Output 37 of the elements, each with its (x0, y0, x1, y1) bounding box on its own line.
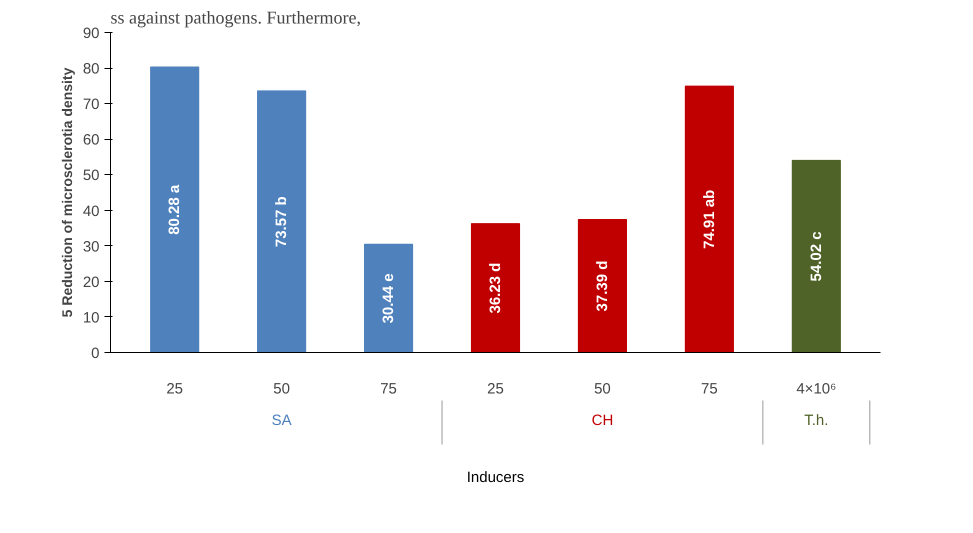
x-tick-label: 50 (594, 380, 611, 398)
bar (257, 90, 306, 352)
y-tick-label: 50 (82, 167, 100, 184)
data-label: 80.28 a (166, 184, 184, 235)
x-tick-label: 75 (701, 380, 718, 398)
bar (578, 219, 628, 352)
bar (364, 244, 414, 352)
text: SA (272, 412, 292, 429)
x-tick-label: 4×10⁶ (796, 380, 836, 398)
x-axis-title: Inducers (466, 469, 524, 486)
data-label: 37.39 d (594, 260, 611, 312)
bar (470, 223, 520, 352)
y-tick-label: 10 (82, 309, 100, 326)
x-tick-label: 25 (487, 380, 504, 398)
y-axis-title: 5 Reduction of microsclerotia density (58, 67, 75, 318)
data-label: 36.23 d (487, 262, 504, 314)
data-label: 30.44 e (380, 273, 398, 324)
x-tick-label: 25 (166, 380, 184, 398)
y-tick-label: 20 (82, 274, 100, 291)
y-tick-label: 0 (91, 345, 100, 362)
y-tick-label: 60 (82, 132, 100, 149)
x-tick-label: 50 (273, 380, 290, 398)
y-tick-label: 90 (82, 25, 100, 42)
bar (684, 86, 734, 352)
data-label: 54.02 c (808, 231, 825, 282)
x-tick-label: 75 (380, 380, 397, 398)
y-tick-label: 80 (82, 60, 100, 78)
bar (792, 160, 841, 352)
bar (150, 66, 200, 352)
text: T.h. (804, 412, 828, 429)
data-label: 73.57 b (273, 196, 290, 248)
y-tick-label: 40 (82, 202, 100, 220)
y-tick-label: 70 (82, 96, 100, 114)
data-label: 74.91 ab (700, 190, 718, 249)
text: CH (592, 412, 614, 429)
text: ss against pathogens. Furthermore, (110, 8, 361, 28)
y-tick-label: 30 (82, 238, 100, 256)
